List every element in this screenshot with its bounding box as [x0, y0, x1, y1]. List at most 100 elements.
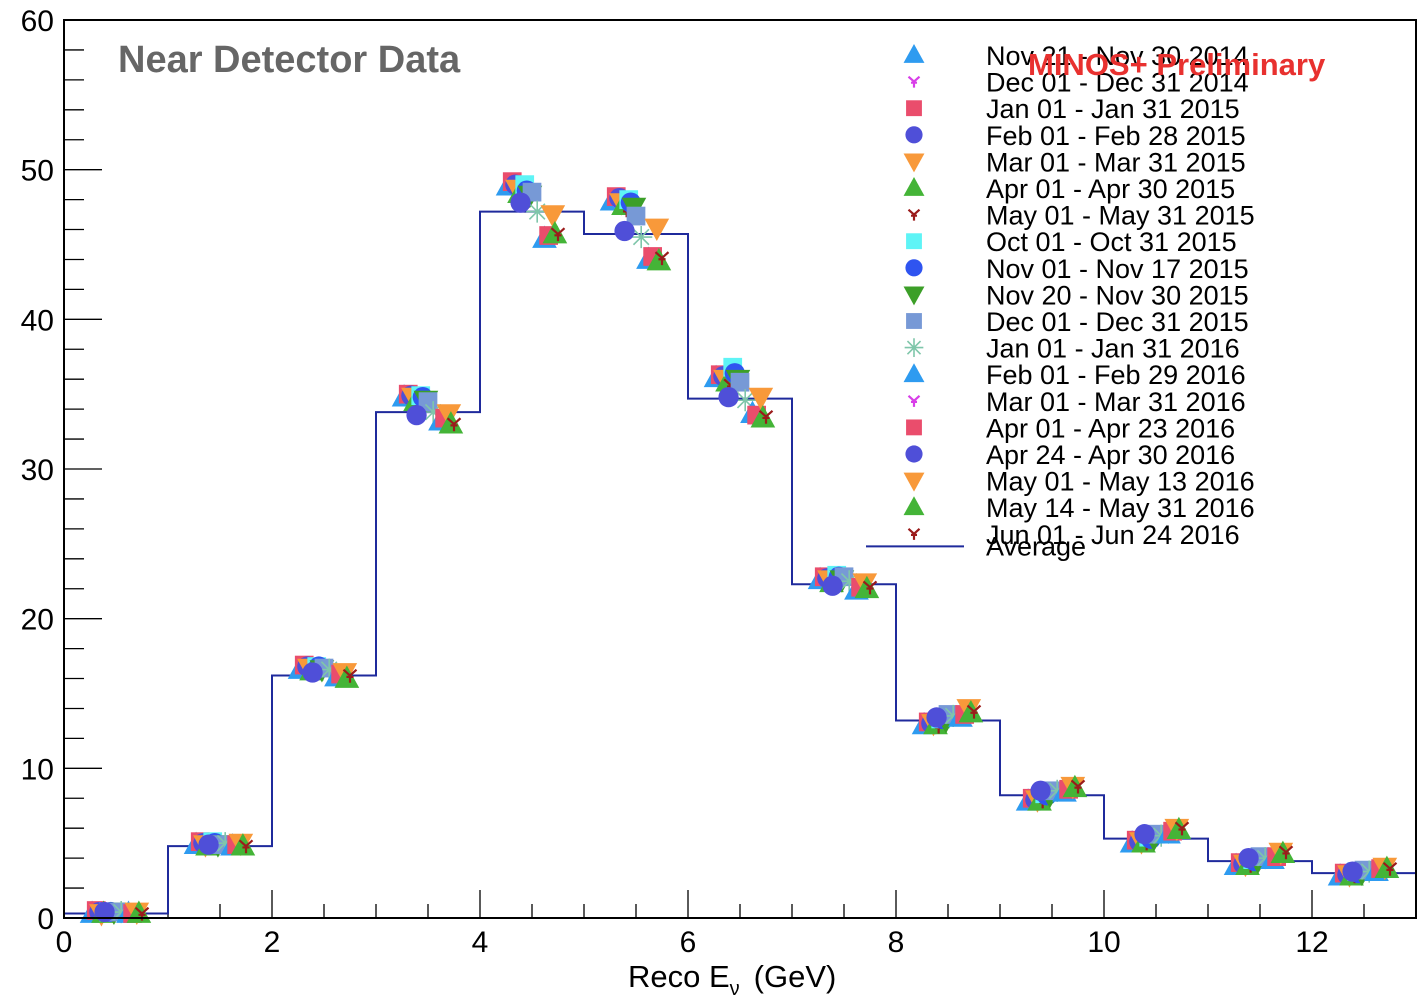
x-tick-label: 10 [1087, 926, 1120, 959]
data-point [110, 900, 133, 924]
y-tick-label: 50 [21, 155, 54, 188]
data-point [510, 192, 531, 213]
legend-label: Mar 01 - Mar 31 2016 [986, 387, 1246, 417]
legend-marker [906, 100, 922, 117]
legend-label: Mar 01 - Mar 31 2015 [986, 147, 1246, 177]
legend-label: Apr 01 - Apr 23 2016 [986, 413, 1235, 443]
data-point [198, 834, 219, 855]
data-point [758, 409, 774, 424]
data-point [1030, 780, 1051, 801]
data-point [1134, 824, 1155, 845]
data-point [630, 225, 653, 249]
legend-marker [903, 286, 925, 306]
legend-label: May 14 - May 31 2016 [986, 493, 1255, 523]
data-point [942, 704, 965, 727]
data-point [342, 668, 358, 683]
data-point [238, 839, 254, 854]
data-point [750, 405, 776, 428]
data-point [654, 251, 670, 266]
x-axis-label-unit: (GeV) [754, 959, 837, 994]
x-axis-label: Reco Eν (GeV) [628, 959, 836, 998]
data-point [540, 205, 566, 228]
legend-label: Feb 01 - Feb 29 2016 [986, 360, 1246, 390]
legend-marker [906, 419, 922, 436]
data-point [318, 658, 341, 681]
legend-label: Nov 20 - Nov 30 2015 [986, 280, 1249, 310]
data-point [1358, 860, 1381, 883]
data-point [926, 707, 947, 728]
legend-marker [903, 496, 925, 516]
legend-marker [905, 445, 923, 463]
data-point [1046, 779, 1069, 802]
data-point [1270, 840, 1296, 864]
x-axis-label-subscript: ν [730, 978, 740, 998]
legend-label: Dec 01 - Dec 31 2014 [986, 68, 1249, 98]
legend-label: Feb 01 - Feb 28 2015 [986, 121, 1246, 151]
legend-marker [905, 126, 923, 144]
data-point [214, 832, 237, 855]
y-tick-label: 10 [21, 753, 54, 786]
data-point [406, 404, 427, 426]
data-point [614, 220, 635, 242]
data-point [550, 227, 566, 242]
data-point [862, 580, 878, 595]
legend-label: Oct 01 - Oct 31 2015 [986, 227, 1237, 257]
x-tick-label: 12 [1295, 926, 1328, 959]
legend-label: Jan 01 - Jan 31 2015 [986, 94, 1240, 124]
legend-label: Average [986, 531, 1086, 561]
legend-label: Apr 24 - Apr 30 2016 [986, 440, 1235, 470]
data-point [626, 206, 646, 226]
data-point [748, 387, 774, 411]
legend-marker [905, 259, 923, 277]
preliminary-annotation: MINOS+ Preliminary [1028, 47, 1326, 82]
legend-label: Apr 01 - Apr 30 2015 [986, 174, 1235, 204]
x-tick-label: 6 [680, 926, 697, 959]
legend-marker [904, 338, 924, 357]
legend-marker [903, 363, 925, 383]
data-point [644, 218, 670, 242]
legend-marker [907, 528, 921, 540]
x-axis-label-main: Reco E [628, 959, 730, 994]
data-point [1342, 861, 1363, 882]
data-point [446, 417, 462, 432]
legend-label: Nov 21 - Nov 30 2014 [986, 41, 1249, 71]
data-point [854, 575, 880, 599]
y-tick-label: 30 [21, 454, 54, 487]
legend-marker [907, 208, 921, 221]
data-point [1174, 821, 1190, 836]
chart-title: Near Detector Data [118, 39, 461, 81]
data-point [526, 200, 549, 223]
data-point [1278, 845, 1294, 860]
data-point [734, 389, 757, 412]
y-tick-label: 40 [21, 304, 54, 337]
legend-label: Dec 01 - Dec 31 2015 [986, 307, 1249, 337]
legend-marker [903, 44, 925, 63]
data-point [966, 704, 982, 719]
legend-marker [903, 153, 925, 173]
data-markers [79, 172, 1400, 927]
data-point [822, 575, 843, 596]
data-point [302, 662, 323, 683]
data-point [422, 401, 445, 424]
x-tick-label: 8 [888, 926, 905, 959]
data-point [94, 901, 115, 923]
legend-marker [906, 233, 922, 250]
legend-label: Jan 01 - Jan 31 2016 [986, 334, 1240, 364]
data-point [1382, 861, 1398, 876]
y-tick-label: 20 [21, 604, 54, 637]
y-tick-label: 60 [21, 5, 54, 38]
data-point [1070, 779, 1086, 794]
legend-marker [903, 177, 925, 196]
data-point [730, 372, 750, 392]
legend-label: Nov 01 - Nov 17 2015 [986, 254, 1249, 284]
legend-label: May 01 - May 31 2015 [986, 201, 1255, 231]
legend-marker [903, 472, 925, 492]
x-tick-label: 4 [472, 926, 489, 959]
data-point [1062, 774, 1088, 798]
legend-marker [907, 75, 921, 88]
plot-frame [63, 19, 1417, 919]
data-point [1254, 847, 1277, 870]
data-point [838, 570, 861, 593]
